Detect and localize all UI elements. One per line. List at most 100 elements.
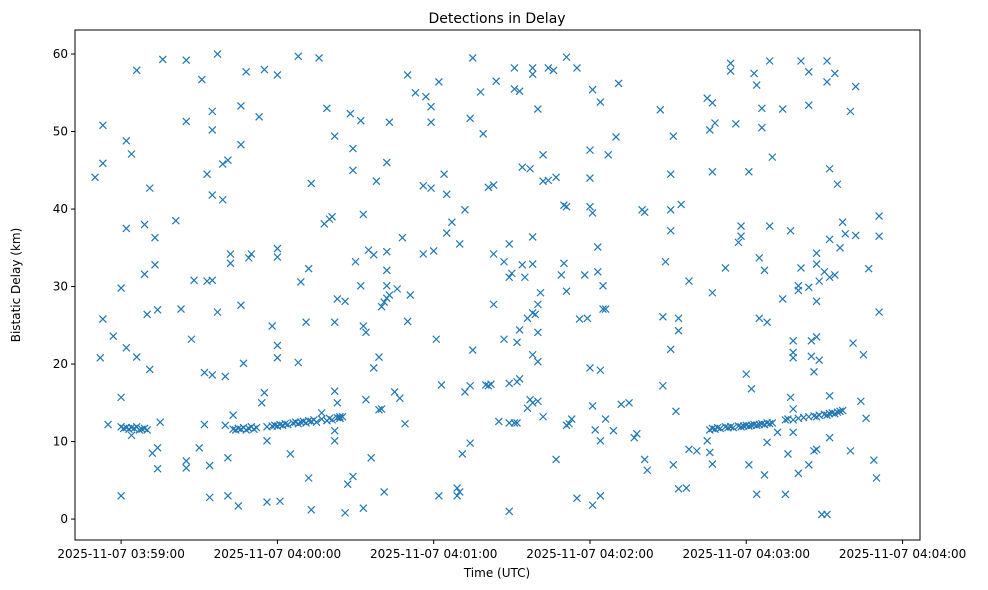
data-point: [476, 88, 485, 96]
data-point: [531, 310, 540, 319]
data-point: [830, 270, 839, 279]
data-point: [737, 222, 745, 231]
data-point: [666, 170, 675, 179]
data-point: [552, 173, 561, 182]
data-point: [773, 428, 782, 437]
data-point: [151, 260, 159, 269]
data-point: [382, 281, 391, 290]
data-point: [260, 65, 269, 74]
data-point: [518, 260, 527, 269]
data-point: [763, 438, 772, 447]
data-point: [601, 415, 610, 424]
data-point: [312, 418, 321, 427]
data-point: [330, 318, 339, 327]
data-point: [205, 461, 214, 470]
data-point: [489, 300, 498, 309]
data-point: [403, 317, 412, 326]
data-point: [421, 92, 430, 101]
data-point: [823, 57, 831, 65]
x-axis: 2025-11-07 03:59:00 2025-11-07 04:00:00 20…: [57, 540, 966, 561]
data-point: [263, 436, 271, 445]
data-point: [505, 379, 514, 388]
data-point: [273, 253, 282, 262]
data-point: [559, 201, 568, 210]
data-point: [731, 119, 740, 128]
data-point: [252, 423, 261, 432]
data-point: [182, 457, 191, 465]
data-point: [109, 332, 118, 341]
data-point: [390, 388, 399, 396]
data-point: [515, 374, 524, 383]
data-point: [494, 417, 503, 426]
data-point: [750, 69, 758, 78]
data-point: [276, 497, 284, 506]
data-point: [515, 326, 524, 334]
data-point: [135, 426, 144, 434]
data-point: [661, 257, 670, 266]
data-point: [552, 455, 561, 464]
data-point: [461, 388, 469, 396]
data-point: [117, 393, 126, 402]
data-point: [98, 159, 107, 168]
data-point: [375, 353, 383, 362]
data-point: [247, 250, 256, 258]
data-point: [812, 249, 821, 258]
data-point: [596, 366, 605, 375]
data-point: [815, 356, 824, 365]
data-point: [369, 364, 378, 372]
data-point: [825, 273, 834, 282]
data-point: [328, 212, 337, 221]
data-point: [768, 153, 777, 162]
data-point: [666, 205, 675, 214]
data-point: [419, 181, 428, 190]
data-point: [567, 415, 576, 424]
data-point: [586, 364, 594, 372]
data-point: [461, 205, 469, 214]
data-point: [533, 357, 542, 366]
data-point: [588, 501, 597, 510]
data-point: [841, 229, 850, 238]
data-point: [797, 57, 805, 65]
data-point: [328, 415, 337, 424]
data-point: [666, 226, 675, 235]
data-point: [765, 57, 774, 65]
data-point: [398, 233, 407, 242]
data-point: [708, 460, 717, 468]
data-point: [132, 353, 141, 362]
data-point: [833, 408, 842, 417]
data-point: [726, 67, 735, 76]
y-tick-label: 40: [53, 202, 68, 216]
data-point: [91, 173, 99, 182]
data-point: [117, 491, 126, 500]
data-point: [237, 140, 245, 149]
data-point: [825, 433, 834, 442]
data-point: [395, 394, 404, 403]
data-point: [223, 491, 232, 500]
data-point: [380, 298, 389, 306]
data-point: [304, 474, 313, 482]
x-tick-label: 2025-11-07 04:03:00: [683, 547, 810, 561]
y-tick-label: 0: [60, 512, 68, 526]
data-point: [804, 460, 813, 469]
data-point: [586, 202, 594, 211]
plot-frame: [74, 29, 921, 541]
data-point: [674, 326, 683, 335]
x-tick-label: 2025-11-07 04:04:00: [839, 547, 966, 561]
data-point: [599, 305, 607, 313]
data-point: [341, 508, 350, 517]
data-point: [205, 493, 214, 502]
data-point: [510, 419, 519, 427]
data-point: [382, 294, 391, 303]
data-point: [351, 257, 360, 266]
data-point: [242, 67, 251, 76]
data-point: [682, 484, 691, 492]
data-point: [273, 353, 282, 362]
data-point: [640, 455, 649, 464]
data-point: [614, 79, 623, 88]
data-point: [226, 250, 235, 258]
data-point: [643, 466, 652, 475]
data-point: [341, 297, 350, 306]
data-point: [369, 250, 378, 259]
data-point: [869, 456, 878, 465]
data-point: [768, 419, 777, 427]
